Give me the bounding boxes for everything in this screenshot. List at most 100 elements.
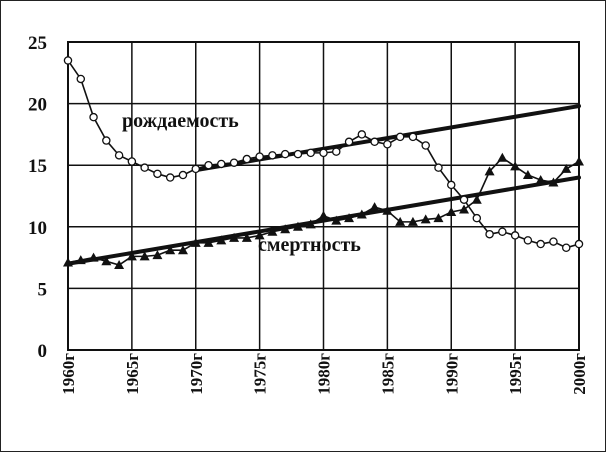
y-tick-label-10: 10	[28, 218, 47, 239]
point-birth-rate-1960	[63, 56, 73, 65]
point-birth-rate-1992	[472, 213, 482, 223]
point-death-rate-1990	[446, 207, 457, 217]
point-death-rate-1985	[382, 205, 393, 215]
point-birth-rate-1987	[408, 132, 418, 142]
point-birth-rate-1967	[153, 169, 162, 179]
point-birth-rate-1979	[306, 148, 315, 158]
point-death-rate-1992	[471, 194, 482, 204]
point-birth-rate-1973	[229, 158, 239, 167]
point-birth-rate-1970	[191, 164, 200, 174]
point-death-rate-1968	[165, 245, 176, 255]
point-death-rate-1970	[190, 237, 201, 247]
point-birth-rate-1975	[255, 152, 264, 161]
point-death-rate-1980	[318, 210, 329, 220]
x-tick-label-1985: 1985г	[378, 353, 397, 395]
x-tick-label-1960: 1960г	[59, 353, 78, 395]
point-birth-rate-1983	[357, 130, 367, 139]
point-death-rate-1996	[522, 170, 533, 180]
point-death-rate-1983	[356, 209, 367, 219]
point-death-rate-1981	[331, 215, 342, 225]
point-death-rate-1995	[510, 161, 521, 171]
point-birth-rate-1999	[561, 243, 571, 252]
point-death-rate-1969	[177, 245, 188, 255]
point-death-rate-1977	[280, 224, 291, 234]
tick-layer: 0 5 10 15 20 25 1960г 1965г 1970г 1975г 1980г 1985г…	[28, 33, 589, 395]
point-death-rate-1994	[497, 152, 508, 162]
point-birth-rate-1977	[280, 149, 290, 159]
point-death-rate-1982	[344, 213, 355, 223]
point-death-rate-2000	[574, 156, 584, 166]
point-birth-rate-1986	[395, 132, 405, 142]
series-label-birth-rate: рождаемость	[122, 110, 239, 132]
point-birth-rate-1993	[485, 229, 494, 239]
point-death-rate-1967	[152, 250, 163, 260]
point-death-rate-1987	[407, 216, 418, 226]
point-death-rate-1976	[267, 226, 278, 236]
y-tick-label-0: 0	[38, 341, 48, 362]
x-tick-label-1995: 1995г	[506, 353, 525, 395]
x-tick-label-1975: 1975г	[251, 353, 270, 395]
x-tick-label-1965: 1965г	[123, 353, 142, 395]
point-birth-rate-1978	[293, 149, 303, 159]
point-death-rate-1963	[101, 256, 112, 266]
point-death-rate-1973	[229, 232, 240, 242]
point-death-rate-1991	[459, 204, 470, 214]
marker-layer	[63, 56, 584, 269]
point-birth-rate-1995	[510, 231, 520, 240]
x-tick-label-1970: 1970г	[187, 353, 206, 395]
point-death-rate-1961	[75, 255, 86, 265]
x-tick-label-1990: 1990г	[442, 353, 461, 395]
point-birth-rate-1974	[242, 154, 252, 164]
point-birth-rate-1996	[523, 236, 533, 245]
point-death-rate-1975	[254, 230, 265, 240]
point-birth-rate-1972	[217, 159, 226, 169]
point-birth-rate-1994	[498, 227, 507, 236]
point-birth-rate-1971	[204, 160, 213, 170]
grid-layer	[67, 41, 580, 351]
point-death-rate-1971	[203, 237, 214, 247]
point-birth-rate-1991	[459, 195, 469, 204]
point-birth-rate-2000	[574, 239, 584, 249]
point-death-rate-1964	[114, 259, 125, 269]
point-birth-rate-1963	[102, 136, 111, 145]
point-death-rate-1997	[535, 174, 546, 184]
y-tick-label-25: 25	[28, 33, 47, 54]
series-label-death-rate: смертность	[258, 234, 361, 256]
point-death-rate-1988	[420, 214, 431, 224]
trend-line-death-rate	[66, 175, 581, 266]
point-birth-rate-1980	[319, 148, 328, 158]
point-death-rate-1993	[484, 166, 495, 176]
point-birth-rate-1968	[165, 173, 175, 182]
point-death-rate-1972	[216, 235, 227, 245]
x-tick-label-1980: 1980г	[315, 353, 334, 395]
point-birth-rate-1984	[370, 137, 379, 147]
point-birth-rate-1982	[344, 137, 354, 147]
point-birth-rate-1988	[421, 141, 430, 150]
point-death-rate-1978	[292, 221, 303, 231]
point-birth-rate-1969	[178, 170, 188, 180]
y-tick-label-5: 5	[38, 279, 48, 300]
point-death-rate-1984	[369, 202, 380, 212]
point-birth-rate-1965	[127, 157, 137, 166]
point-death-rate-1962	[88, 252, 99, 262]
x-tick-label-2000: 2000г	[570, 353, 589, 395]
point-death-rate-1965	[126, 251, 137, 261]
point-death-rate-1979	[305, 219, 316, 229]
point-death-rate-1999	[561, 163, 572, 173]
point-death-rate-1960	[63, 257, 73, 267]
point-birth-rate-1985	[383, 140, 392, 149]
point-birth-rate-1964	[114, 151, 124, 160]
point-birth-rate-1997	[536, 239, 545, 249]
point-birth-rate-1981	[332, 147, 341, 156]
point-death-rate-1986	[395, 216, 406, 226]
point-death-rate-1989	[433, 213, 444, 223]
point-birth-rate-1962	[89, 112, 98, 122]
point-birth-rate-1990	[446, 180, 456, 190]
point-birth-rate-1966	[140, 163, 149, 172]
point-death-rate-1966	[139, 251, 150, 261]
point-death-rate-1974	[241, 232, 252, 242]
y-tick-label-20: 20	[28, 95, 47, 116]
point-birth-rate-1998	[549, 237, 558, 246]
point-death-rate-1998	[548, 177, 559, 187]
